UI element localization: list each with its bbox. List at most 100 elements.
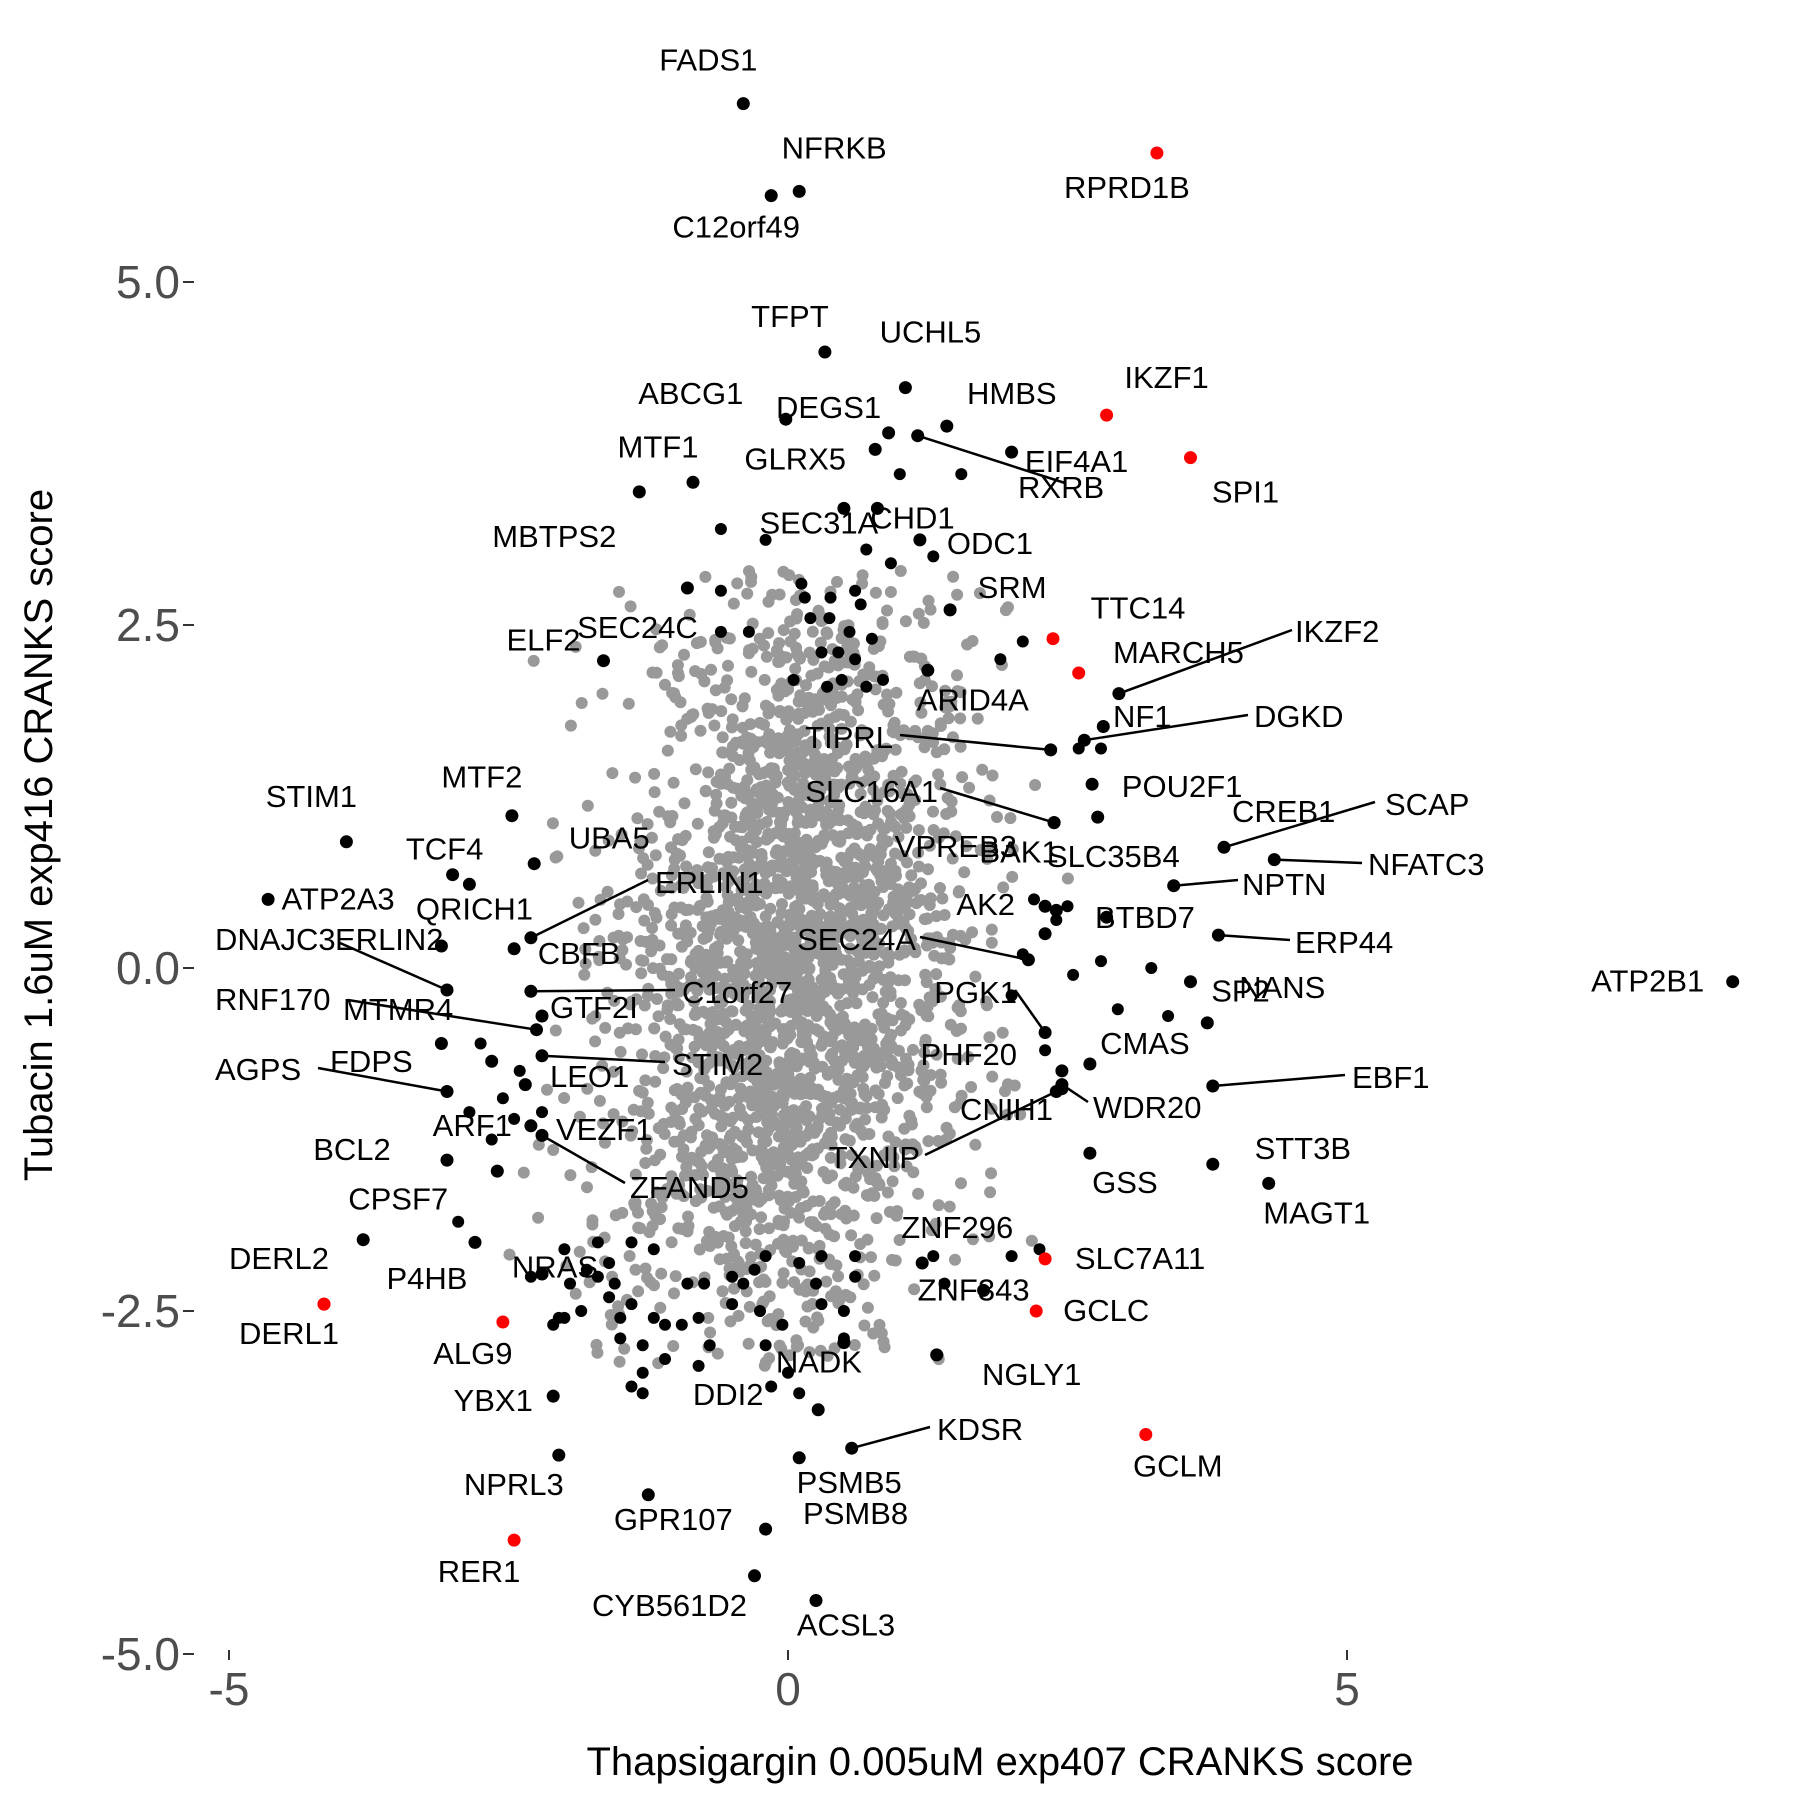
background-point xyxy=(709,1235,721,1248)
background-point xyxy=(805,816,818,829)
data-point xyxy=(485,1133,498,1146)
background-point xyxy=(774,824,787,837)
background-point xyxy=(684,926,697,939)
data-point-vezf1 xyxy=(524,1119,538,1133)
background-point xyxy=(732,1309,745,1322)
background-point xyxy=(954,712,967,725)
background-point xyxy=(722,1022,735,1035)
background-point xyxy=(949,830,962,843)
background-point xyxy=(651,1186,663,1199)
data-point-gss xyxy=(1083,1146,1097,1160)
background-point xyxy=(834,1103,846,1116)
background-point xyxy=(763,831,776,844)
background-point xyxy=(715,1120,728,1133)
background-point xyxy=(801,984,813,997)
data-point-znf343 xyxy=(977,1283,991,1297)
background-point xyxy=(832,1063,845,1076)
data-point-gclc xyxy=(1029,1304,1043,1318)
label-wdr20: WDR20 xyxy=(1093,1090,1202,1125)
background-point xyxy=(699,962,712,975)
background-point xyxy=(912,846,925,859)
data-point-phf20 xyxy=(1055,1064,1069,1078)
background-point xyxy=(635,867,648,880)
background-point xyxy=(824,910,837,923)
background-point xyxy=(541,1083,553,1096)
background-point xyxy=(943,1127,956,1140)
background-point xyxy=(777,861,789,874)
background-point xyxy=(612,1300,625,1313)
leader-line xyxy=(1274,858,1363,865)
background-point xyxy=(926,680,938,693)
background-point xyxy=(649,1075,662,1088)
background-point xyxy=(862,878,875,891)
background-point xyxy=(939,684,952,697)
background-point xyxy=(814,908,827,921)
background-point xyxy=(836,983,848,996)
background-point xyxy=(983,1031,996,1044)
data-point-fdps xyxy=(485,1054,499,1068)
label-atp2a3: ATP2A3 xyxy=(282,881,395,916)
data-point-abcg1 xyxy=(779,412,793,426)
background-point xyxy=(808,1062,821,1075)
data-point-nptn xyxy=(1167,879,1181,893)
background-point xyxy=(675,1088,688,1101)
background-point xyxy=(745,575,757,588)
data-point-bcl2 xyxy=(440,1153,454,1167)
background-point xyxy=(920,1101,933,1114)
label-btbd7: BTBD7 xyxy=(1095,900,1195,935)
background-point xyxy=(746,927,759,940)
background-point xyxy=(607,1065,620,1078)
background-point xyxy=(599,1021,612,1034)
background-point xyxy=(783,569,796,582)
leader-line xyxy=(939,786,1055,824)
background-point xyxy=(630,993,643,1006)
background-point xyxy=(905,1114,918,1127)
background-point xyxy=(884,586,897,598)
background-point xyxy=(833,835,846,848)
label-slc35b4: SLC35B4 xyxy=(1047,839,1180,874)
background-point xyxy=(756,949,769,962)
background-point xyxy=(589,1010,602,1023)
data-point-nf1 xyxy=(1096,720,1110,733)
background-point xyxy=(569,640,582,653)
background-point xyxy=(682,870,695,883)
background-point xyxy=(849,1170,862,1183)
label-gpr107: GPR107 xyxy=(614,1502,733,1537)
label-magt1: MAGT1 xyxy=(1263,1195,1370,1230)
background-point xyxy=(878,1021,891,1034)
background-point xyxy=(702,766,715,779)
background-point xyxy=(705,1094,717,1106)
background-point xyxy=(678,797,691,810)
background-point xyxy=(828,1342,841,1355)
label-ikzf2: IKZF2 xyxy=(1295,614,1379,649)
label-agps: AGPS xyxy=(215,1052,301,1087)
label-nfatc3: NFATC3 xyxy=(1368,847,1485,882)
background-point xyxy=(638,914,651,927)
background-point xyxy=(655,1201,668,1214)
data-point xyxy=(815,1250,828,1263)
data-point-psmb5 xyxy=(792,1451,806,1465)
background-point xyxy=(696,1105,709,1118)
background-point xyxy=(589,1035,602,1048)
x-tick-label: 5 xyxy=(1334,1663,1360,1715)
data-point-derl1 xyxy=(317,1297,331,1311)
background-point xyxy=(780,1033,792,1046)
background-point xyxy=(917,1059,930,1072)
background-point xyxy=(918,1074,931,1087)
background-point xyxy=(602,834,615,847)
data-point-c12orf49 xyxy=(764,189,778,203)
leader-line xyxy=(530,988,676,993)
leader-line xyxy=(1118,628,1293,695)
data-point xyxy=(1061,900,1074,913)
data-point xyxy=(893,468,906,481)
background-point xyxy=(863,661,876,674)
background-point xyxy=(865,1251,877,1264)
label-mbtps2: MBTPS2 xyxy=(492,519,616,554)
data-point xyxy=(536,1106,548,1119)
background-point xyxy=(832,781,845,794)
label-psmb8: PSMB8 xyxy=(803,1496,908,1531)
background-point xyxy=(739,1215,752,1228)
background-point xyxy=(721,955,734,968)
background-point xyxy=(997,881,1010,894)
leader-line xyxy=(1013,989,1047,1034)
